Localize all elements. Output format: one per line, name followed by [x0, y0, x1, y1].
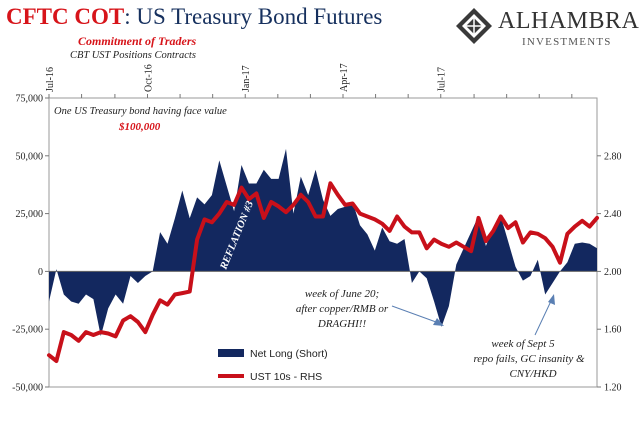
legend-label-ust10s: UST 10s - RHS [250, 371, 322, 383]
june-arrow-head [433, 318, 444, 326]
title-rest: : US Treasury Bond Futures [124, 4, 383, 29]
y-right-tick-label: 1.60 [604, 325, 622, 336]
alhambra-logo-icon [456, 8, 492, 44]
legend-label-net-long: Net Long (Short) [250, 348, 328, 360]
y-left-tick-label: 50,000 [16, 151, 44, 162]
title-cftc: CFTC COT [6, 4, 125, 29]
face-value-amount: $100,000 [118, 121, 161, 133]
brand-block: ALHAMBRA INVESTMENTS [454, 6, 639, 48]
face-value-note: One US Treasury bond having face value [54, 106, 227, 117]
y-left-tick-label: 25,000 [16, 209, 44, 220]
y-left-tick-label: -25,000 [12, 325, 43, 336]
june-arrow-line [391, 305, 437, 323]
net-long-area [49, 148, 597, 337]
x-tick-label: Oct-16 [143, 64, 154, 92]
sept-note-line1: week of Sept 5 [491, 338, 555, 350]
ust10s-line [47, 181, 599, 363]
y-right-tick-label: 2.40 [604, 209, 622, 220]
y-left-tick-label: 0 [38, 267, 43, 278]
sept-arrow-line [534, 300, 552, 336]
y-right-tick-label: 1.20 [604, 383, 622, 394]
chart-subtitle-units: CBT UST Positions Contracts [70, 50, 196, 61]
legend-swatch-net-long [218, 349, 244, 357]
x-tick-label: Jan-17 [241, 65, 252, 92]
brand-sub: INVESTMENTS [522, 36, 612, 48]
sept-arrow-head [548, 294, 555, 305]
june-note-line1: week of June 20; [305, 288, 379, 300]
x-tick-label: Jul-17 [437, 67, 448, 92]
sept-note-line3: CNY/HKD [509, 368, 556, 380]
x-tick-label: Apr-17 [339, 63, 350, 92]
june-note-line2: after copper/RMB or [296, 303, 389, 315]
plot-frame [48, 97, 598, 388]
chart-subtitle: Commitment of Traders [78, 34, 197, 48]
x-tick-label: Jul-16 [45, 67, 56, 92]
sept-note-line2: repo fails, GC insanity & [473, 353, 585, 365]
y-left-tick-label: -50,000 [12, 383, 43, 394]
june-note-line3: DRAGHI!! [317, 318, 367, 330]
y-right-tick-label: 2.80 [604, 151, 622, 162]
y-left-tick-label: 75,000 [16, 94, 44, 105]
chart-title: CFTC COT: US Treasury Bond Futures [6, 4, 382, 30]
brand-name: ALHAMBRA [498, 8, 640, 34]
y-right-tick-label: 2.00 [604, 267, 622, 278]
